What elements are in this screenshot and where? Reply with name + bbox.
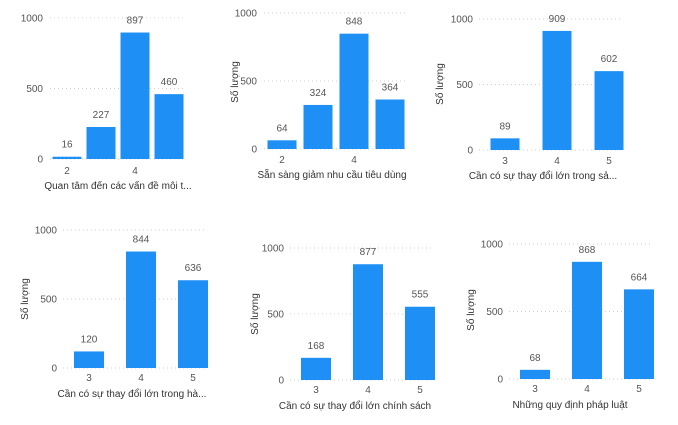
- data-label: 636: [185, 263, 202, 274]
- bar-4[interactable]: [120, 32, 150, 160]
- data-label: 64: [276, 123, 288, 134]
- data-label: 68: [529, 353, 541, 364]
- data-label: 664: [631, 272, 648, 283]
- bar-5[interactable]: [594, 71, 624, 150]
- x-axis-title: Cần có sự thay đổi lớn chính sách: [279, 400, 431, 412]
- y-tick-label: 0: [467, 146, 473, 157]
- y-axis-title: Số lượng: [229, 61, 241, 103]
- x-tick-label: 5: [636, 384, 642, 395]
- data-label: 848: [346, 17, 363, 28]
- data-label: 868: [579, 245, 596, 256]
- data-label: 168: [308, 341, 325, 352]
- bar-3[interactable]: [301, 357, 331, 380]
- x-tick-label: 4: [138, 373, 144, 384]
- y-tick-label: 1000: [451, 15, 474, 26]
- data-label: 227: [93, 110, 110, 121]
- bar-5[interactable]: [624, 289, 654, 379]
- y-tick-label: 500: [26, 84, 43, 95]
- data-label: 555: [412, 290, 429, 301]
- bar-3[interactable]: [490, 138, 520, 150]
- x-tick-label: 3: [86, 373, 92, 384]
- y-tick-label: 1000: [35, 226, 58, 237]
- y-tick-label: 500: [240, 77, 257, 88]
- data-label: 844: [133, 235, 150, 246]
- y-tick-label: 500: [456, 80, 473, 91]
- data-label: 909: [549, 14, 566, 25]
- x-axis-title: Cần có sự thay đổi lớn trong hà...: [58, 388, 207, 400]
- bar-3[interactable]: [74, 351, 104, 368]
- data-label: 16: [61, 140, 73, 151]
- bar-4[interactable]: [542, 30, 572, 151]
- bar-4[interactable]: [572, 261, 602, 379]
- x-axis-title: Sẵn sàng giảm nhu cầu tiêu dùng: [258, 168, 407, 181]
- x-tick-label: 4: [132, 166, 138, 177]
- bar-5[interactable]: [154, 94, 184, 159]
- bar-4[interactable]: [339, 33, 369, 150]
- data-label: 897: [127, 16, 144, 27]
- y-tick-label: 1000: [262, 244, 285, 255]
- y-axis-title: Số lượng: [465, 289, 477, 331]
- x-tick-label: 5: [190, 373, 196, 384]
- y-tick-label: 0: [497, 375, 503, 386]
- bar-4[interactable]: [353, 264, 383, 380]
- bar-5[interactable]: [178, 280, 208, 368]
- x-tick-label: 5: [417, 385, 423, 396]
- x-axis-title: Cần có sự thay đổi lớn trong sả...: [469, 170, 617, 182]
- chart-panel-1: 0 500 1000 16 2 227 897 4 460 Quan tâm đến các vấ…: [21, 14, 192, 193]
- bar-5[interactable]: [375, 99, 405, 149]
- y-tick-label: 500: [40, 295, 57, 306]
- y-axis-title: Số lượng: [249, 293, 261, 335]
- data-label: 120: [81, 334, 98, 345]
- y-tick-label: 1000: [235, 9, 258, 20]
- x-axis-title: Quan tâm đến các vấn đề môi t...: [44, 180, 191, 192]
- x-tick-label: 4: [365, 385, 371, 396]
- y-tick-label: 0: [251, 145, 257, 156]
- x-tick-label: 4: [584, 384, 590, 395]
- data-label: 602: [601, 54, 618, 65]
- y-tick-label: 500: [267, 310, 284, 321]
- x-tick-label: 2: [64, 166, 70, 177]
- bar-4[interactable]: [126, 251, 156, 368]
- chart-panel-3: 0 500 1000 89 3 909 4 602 5 Cần có sự thay đổi lớ…: [434, 14, 624, 182]
- y-axis-title: Số lượng: [434, 63, 446, 105]
- x-tick-label: 3: [502, 156, 508, 167]
- bar-5[interactable]: [405, 306, 435, 380]
- x-tick-label: 3: [313, 385, 319, 396]
- y-tick-label: 0: [51, 364, 57, 375]
- y-tick-label: 0: [37, 155, 43, 166]
- x-tick-label: 5: [606, 156, 612, 167]
- data-label: 460: [161, 77, 178, 88]
- x-axis-title: Những quy định pháp luật: [512, 400, 627, 411]
- data-label: 324: [310, 88, 327, 99]
- data-label: 364: [382, 82, 399, 93]
- data-label: 877: [360, 247, 377, 258]
- bar-3[interactable]: [520, 369, 550, 379]
- y-tick-label: 1000: [481, 240, 504, 251]
- x-tick-label: 4: [554, 156, 560, 167]
- chart-panel-4: 0 500 1000 120 3 844 4 636 5 Cần có sự thay đổi l…: [19, 226, 208, 400]
- x-tick-label: 3: [532, 384, 538, 395]
- y-tick-label: 1000: [21, 14, 44, 25]
- y-tick-label: 500: [486, 307, 503, 318]
- data-label: 89: [499, 121, 511, 132]
- x-tick-label: 4: [351, 155, 357, 166]
- bar-3[interactable]: [303, 104, 333, 149]
- y-tick-label: 0: [278, 376, 284, 387]
- y-axis-title: Số lượng: [19, 278, 31, 320]
- bar-2[interactable]: [267, 140, 297, 149]
- chart-panel-6: 0 500 1000 68 3 868 4 664 5 Những quy định pháp l…: [465, 240, 654, 411]
- x-tick-label: 2: [279, 155, 285, 166]
- bar-3[interactable]: [86, 126, 116, 159]
- chart-panel-2: 0 500 1000 64 2 324 848 4 364 Sẵn sàng giảm nhu c…: [229, 9, 407, 182]
- bar-2[interactable]: [52, 156, 82, 159]
